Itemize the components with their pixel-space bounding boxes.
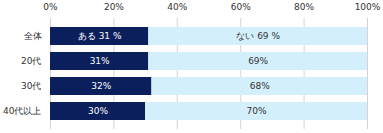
svg-text:31%: 31% bbox=[90, 56, 110, 66]
svg-text:全体: 全体 bbox=[24, 31, 42, 41]
svg-text:60%: 60% bbox=[231, 2, 251, 12]
svg-text:32%: 32% bbox=[91, 81, 111, 91]
svg-text:40%: 40% bbox=[167, 2, 187, 12]
svg-text:30%: 30% bbox=[88, 106, 108, 116]
svg-text:ない 69 %: ない 69 % bbox=[236, 31, 280, 41]
svg-text:20代: 20代 bbox=[21, 56, 41, 66]
svg-text:68%: 68% bbox=[250, 81, 270, 91]
svg-text:69%: 69% bbox=[248, 56, 268, 66]
svg-text:ある 31 %: ある 31 % bbox=[78, 31, 122, 41]
svg-text:70%: 70% bbox=[247, 106, 267, 116]
svg-text:0%: 0% bbox=[43, 2, 58, 12]
svg-text:40代以上: 40代以上 bbox=[3, 106, 41, 116]
svg-text:100%: 100% bbox=[355, 2, 381, 12]
svg-text:20%: 20% bbox=[104, 2, 124, 12]
svg-text:30代: 30代 bbox=[21, 81, 41, 91]
svg-text:80%: 80% bbox=[294, 2, 314, 12]
